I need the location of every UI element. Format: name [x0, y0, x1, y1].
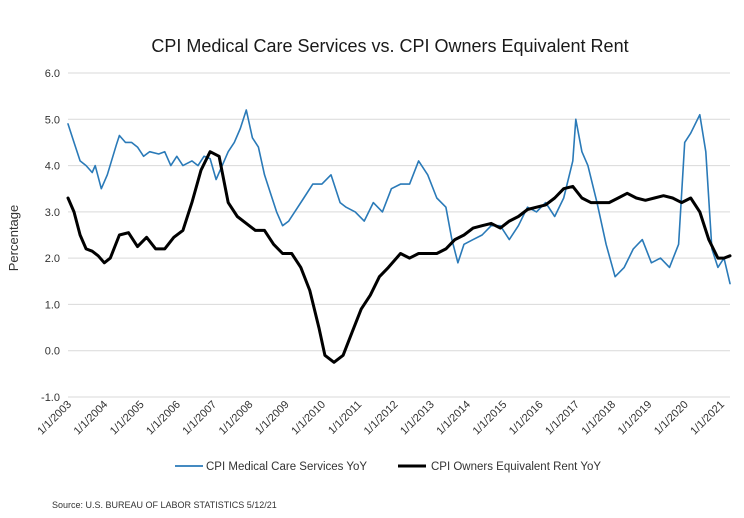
- legend-label: CPI Owners Equivalent Rent YoY: [431, 461, 601, 473]
- y-tick-label: 5.0: [45, 114, 60, 126]
- gridlines: [68, 72, 730, 398]
- x-tick-label: 1/1/2013: [398, 399, 437, 438]
- series-line-2: [66, 150, 732, 364]
- x-tick-label: 1/1/2010: [289, 399, 328, 438]
- x-tick-label: 1/1/2008: [217, 399, 256, 438]
- x-tick-label: 1/1/2015: [471, 399, 510, 438]
- x-tick-label: 1/1/2020: [652, 399, 691, 438]
- y-tick-label: 1.0: [45, 299, 60, 311]
- series-lines: [66, 109, 732, 364]
- x-tick-label: 1/1/2016: [507, 399, 546, 438]
- y-tick-label: -1.0: [41, 392, 60, 404]
- x-tick-label: 1/1/2021: [688, 399, 727, 438]
- x-tick-label: 1/1/2014: [434, 399, 473, 438]
- x-axis-ticks: 1/1/20031/1/20041/1/20051/1/20061/1/2007…: [35, 399, 727, 438]
- y-tick-label: 6.0: [45, 68, 60, 80]
- y-axis-label: Percentage: [6, 205, 21, 272]
- x-tick-label: 1/1/2019: [616, 399, 655, 438]
- x-tick-label: 1/1/2012: [362, 399, 401, 438]
- x-tick-label: 1/1/2006: [144, 399, 183, 438]
- legend: CPI Medical Care Services YoY CPI Owners …: [175, 461, 601, 473]
- x-tick-label: 1/1/2007: [180, 399, 219, 438]
- x-tick-label: 1/1/2018: [579, 399, 618, 438]
- x-tick-label: 1/1/2011: [326, 399, 364, 437]
- y-tick-label: 0.0: [45, 346, 60, 358]
- x-tick-label: 1/1/2004: [72, 399, 111, 438]
- x-tick-label: 1/1/2017: [543, 399, 582, 438]
- chart-title: CPI Medical Care Services vs. CPI Owners…: [151, 36, 628, 56]
- x-tick-label: 1/1/2009: [253, 399, 292, 438]
- x-tick-label: 1/1/2003: [35, 399, 74, 438]
- source-note: Source: U.S. BUREAU OF LABOR STATISTICS …: [52, 500, 277, 510]
- legend-label: CPI Medical Care Services YoY: [206, 461, 367, 473]
- y-axis-ticks: 6.0 5.0 4.0 3.0 2.0 1.0 0.0 -1.0: [41, 68, 60, 404]
- y-tick-label: 4.0: [45, 161, 60, 173]
- y-tick-label: 3.0: [45, 207, 60, 219]
- x-tick-label: 1/1/2005: [108, 399, 147, 438]
- series-line-1: [67, 109, 731, 285]
- y-tick-label: 2.0: [45, 253, 60, 265]
